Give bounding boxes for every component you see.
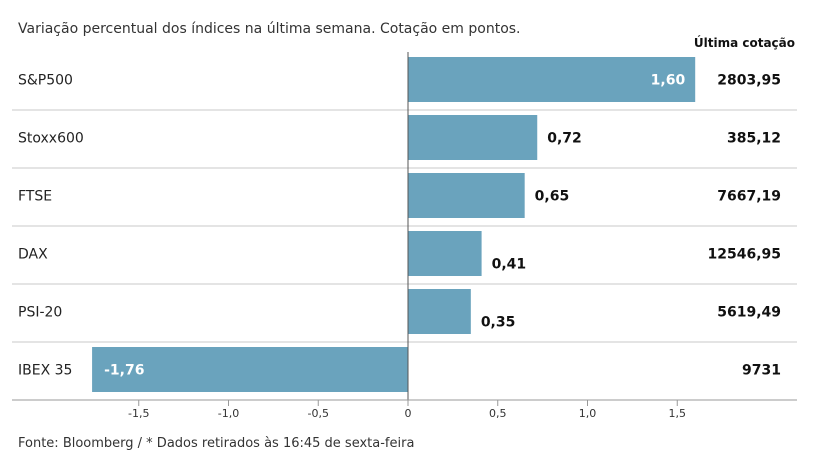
bar: [92, 347, 408, 392]
x-tick-label: 0: [405, 407, 412, 420]
category-label: FTSE: [18, 189, 52, 205]
last-quote-value: 385,12: [727, 131, 781, 147]
category-label: S&P500: [18, 73, 73, 89]
data-label: 0,65: [535, 189, 570, 205]
bar: [408, 231, 482, 276]
x-tick-label: 1,0: [579, 407, 597, 420]
x-tick-label: -1,0: [218, 407, 239, 420]
bar: [408, 289, 471, 334]
x-axis: -1,5 -1,0 -0,5 0 0,5 1,0 1,5: [12, 52, 797, 420]
last-quote-value: 7667,19: [717, 189, 781, 205]
last-quote-header: Última cotação: [694, 35, 795, 50]
category-label: PSI-20: [18, 305, 62, 321]
chart-title: Variação percentual dos índices na últim…: [18, 21, 521, 37]
category-label: IBEX 35: [18, 363, 72, 379]
x-tick-label: -1,5: [128, 407, 149, 420]
data-label: 0,35: [481, 315, 516, 331]
bar: [408, 173, 525, 218]
chart-rows: S&P500 1,60 2803,95 Stoxx600 0,72 385,12 FTSE 0…: [12, 57, 797, 392]
category-label: DAX: [18, 247, 48, 263]
bar: [408, 57, 696, 102]
x-tick-label: 0,5: [489, 407, 507, 420]
last-quote-value: 9731: [742, 363, 781, 379]
last-quote-value: 5619,49: [717, 305, 781, 321]
x-tick-label: 1,5: [669, 407, 687, 420]
last-quote-value: 2803,95: [717, 73, 781, 89]
data-label: 0,41: [492, 257, 527, 273]
x-tick-label: -0,5: [308, 407, 329, 420]
source-note: Fonte: Bloomberg / * Dados retirados às …: [18, 436, 414, 451]
data-label: 0,72: [547, 131, 582, 147]
data-label: -1,76: [104, 363, 144, 379]
data-label: 1,60: [651, 73, 686, 89]
category-label: Stoxx600: [18, 131, 84, 147]
last-quote-value: 12546,95: [707, 247, 781, 263]
bar: [408, 115, 538, 160]
